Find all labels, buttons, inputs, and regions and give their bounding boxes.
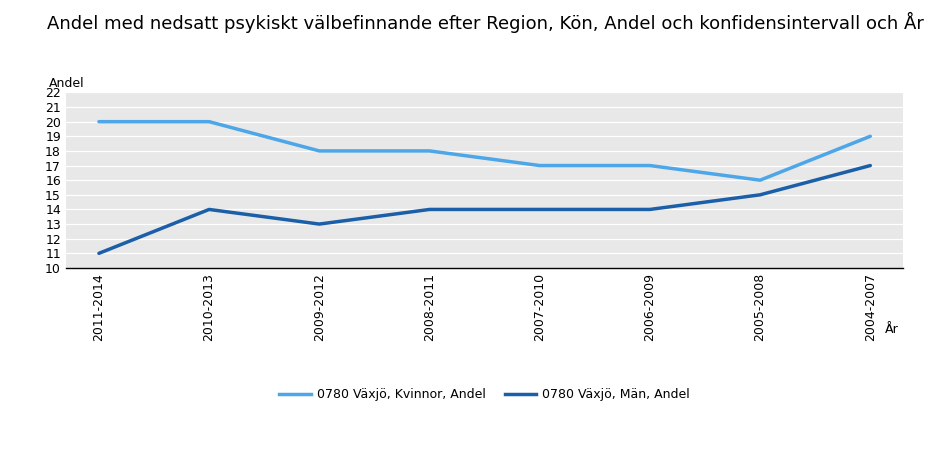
0780 Växjö, Kvinnor, Andel [865,134,876,139]
Legend: 0780 Växjö, Kvinnor, Andel, 0780 Växjö, Män, Andel: 0780 Växjö, Kvinnor, Andel, 0780 Växjö, … [275,383,694,406]
Text: År: År [885,323,899,336]
0780 Växjö, Kvinnor, Andel [645,163,656,168]
0780 Växjö, Män, Andel [313,221,325,227]
0780 Växjö, Kvinnor, Andel [313,148,325,154]
0780 Växjö, Män, Andel [755,192,766,198]
0780 Växjö, Män, Andel [865,163,876,168]
Text: Andel: Andel [49,77,85,90]
0780 Växjö, Män, Andel [423,207,435,212]
0780 Växjö, Män, Andel [203,207,215,212]
0780 Växjö, Män, Andel [93,250,104,256]
0780 Växjö, Kvinnor, Andel [755,177,766,183]
Line: 0780 Växjö, Kvinnor, Andel: 0780 Växjö, Kvinnor, Andel [99,122,870,180]
0780 Växjö, Män, Andel [534,207,546,212]
0780 Växjö, Kvinnor, Andel [534,163,546,168]
0780 Växjö, Kvinnor, Andel [93,119,104,124]
Line: 0780 Växjö, Män, Andel: 0780 Växjö, Män, Andel [99,165,870,253]
Text: Andel med nedsatt psykiskt välbefinnande efter Region, Kön, Andel och konfidensi: Andel med nedsatt psykiskt välbefinnande… [47,12,924,33]
0780 Växjö, Män, Andel [645,207,656,212]
0780 Växjö, Kvinnor, Andel [423,148,435,154]
0780 Växjö, Kvinnor, Andel [203,119,215,124]
